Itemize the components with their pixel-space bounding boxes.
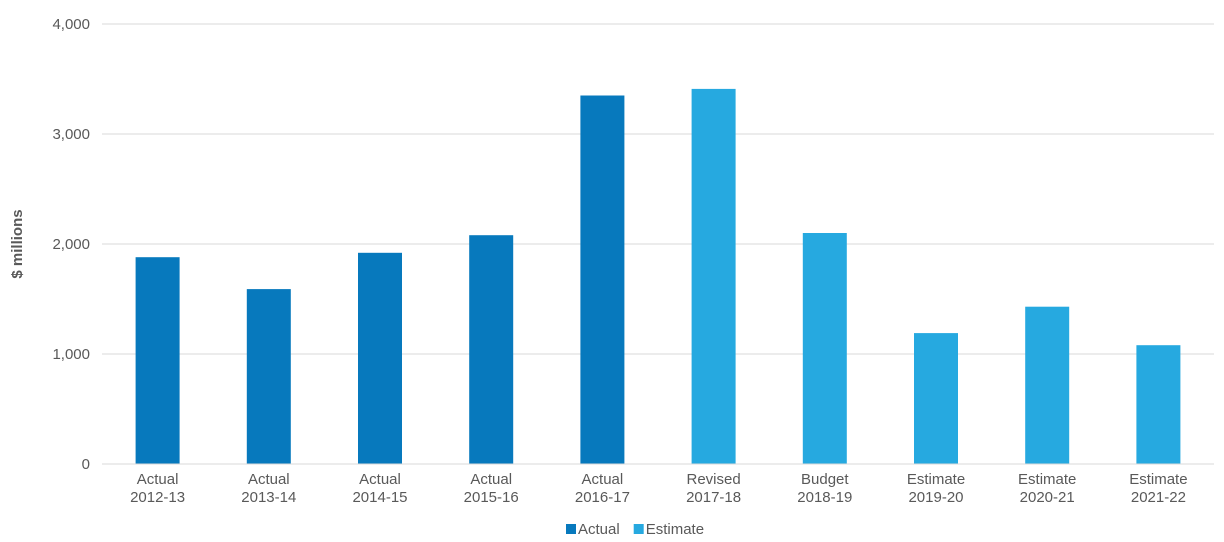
y-tick-label: 4,000	[52, 16, 90, 33]
x-axis: Actual 2012-13 Actual 2013-14 Actual 2014-15 A…	[102, 463, 1214, 506]
y-axis-label: $ millions	[9, 209, 26, 278]
y-axis: 0 1,000 2,000 3,000 4,000	[52, 16, 90, 473]
bar-2020-21	[1025, 306, 1070, 464]
legend-label-estimate: Estimate	[646, 521, 704, 538]
bar-2014-15	[358, 252, 402, 464]
legend-label-actual: Actual	[578, 521, 620, 538]
x-tick-label: Budget 2018-19	[797, 471, 852, 506]
bar-2018-19	[802, 233, 847, 464]
x-tick-label: Actual 2016-17	[575, 471, 630, 506]
bar-2017-18	[691, 88, 736, 465]
legend: Actual Estimate	[566, 521, 704, 538]
bar-2012-13	[135, 257, 180, 464]
bar-2013-14	[246, 289, 291, 464]
x-tick-label: Estimate 2019-20	[907, 471, 965, 506]
y-tick-label: 1,000	[52, 346, 90, 363]
x-tick-label: Estimate 2020-21	[1018, 471, 1076, 506]
x-tick-label: Actual 2013-14	[241, 471, 296, 506]
y-tick-label: 0	[82, 456, 90, 473]
y-tick-label: 2,000	[52, 236, 90, 253]
x-tick-label: Actual 2012-13	[130, 471, 185, 506]
x-tick-label: Actual 2014-15	[352, 471, 407, 506]
bar-2015-16	[469, 235, 514, 464]
legend-swatch-actual	[566, 524, 576, 534]
legend-swatch-estimate	[633, 524, 644, 534]
bar-2016-17	[580, 95, 625, 464]
x-tick-label: Revised 2017-18	[686, 471, 741, 506]
bar-2019-20	[914, 333, 958, 464]
bar-2021-22	[1136, 345, 1181, 464]
x-tick-label: Actual 2015-16	[464, 471, 519, 506]
bars	[135, 88, 1181, 465]
x-tick-label: Estimate 2021-22	[1129, 471, 1187, 506]
y-tick-label: 3,000	[52, 126, 90, 143]
